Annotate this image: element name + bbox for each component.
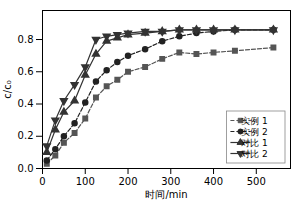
- svg-text:0.2: 0.2: [18, 130, 34, 141]
- svg-text:c/c₀: c/c₀: [2, 80, 13, 98]
- svg-text:200: 200: [118, 176, 137, 187]
- svg-text:0.6: 0.6: [18, 66, 34, 77]
- svg-text:0.8: 0.8: [18, 34, 34, 45]
- svg-text:0.4: 0.4: [18, 98, 34, 109]
- svg-text:0.0: 0.0: [18, 163, 34, 174]
- svg-text:0: 0: [39, 176, 45, 187]
- svg-text:时间/min: 时间/min: [145, 189, 187, 200]
- svg-text:400: 400: [204, 176, 223, 187]
- svg-text:对比 2: 对比 2: [241, 149, 268, 159]
- svg-text:对比 1: 对比 1: [241, 138, 268, 148]
- svg-text:实例 2: 实例 2: [241, 127, 268, 137]
- svg-text:实例 1: 实例 1: [241, 116, 268, 126]
- svg-text:500: 500: [247, 176, 266, 187]
- svg-text:300: 300: [161, 176, 180, 187]
- svg-text:100: 100: [76, 176, 95, 187]
